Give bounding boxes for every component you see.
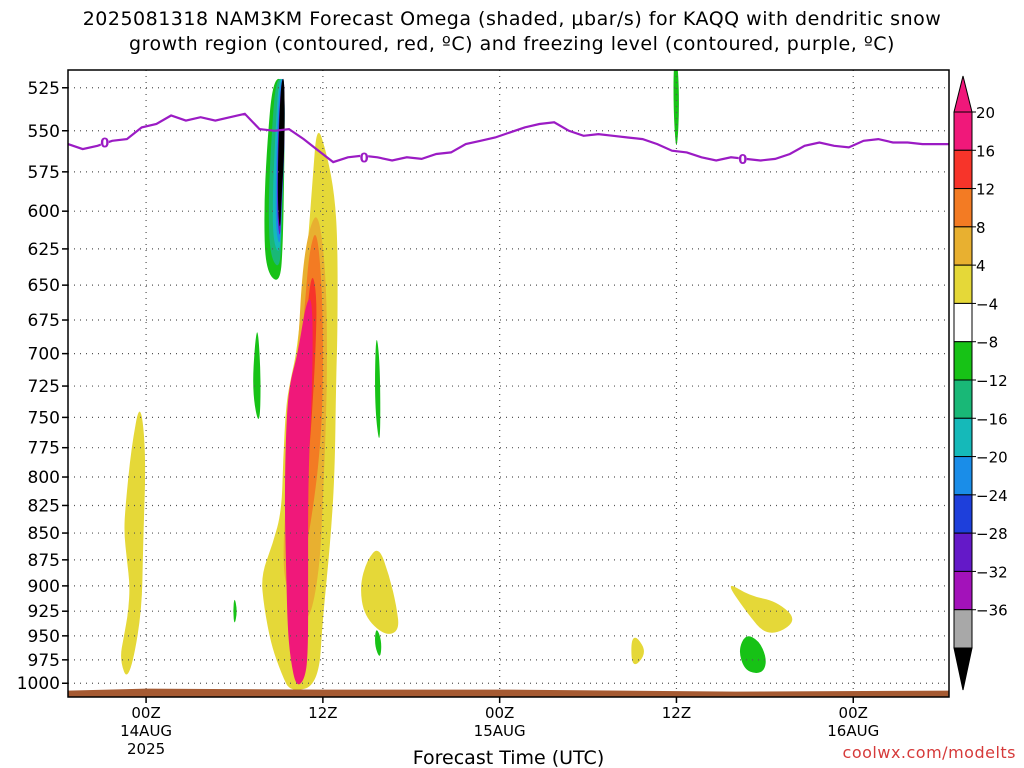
colorbar-label-12: −32 [976, 563, 1008, 581]
colorbar-swatch-6 [953, 341, 973, 381]
freezing-level-label-0: 0 [100, 136, 109, 151]
colorbar-swatch-8 [953, 417, 973, 458]
ground-strip [68, 688, 949, 697]
freezing-level-label-bg-0 [100, 135, 109, 149]
omega-region-19 [673, 70, 679, 146]
plot-frame [67, 69, 950, 698]
x-tick-label-0-2: 14AUG [120, 722, 172, 740]
x-axis-label: Forecast Time (UTC) [413, 747, 604, 768]
colorbar-swatch-5 [953, 302, 973, 343]
y-tick-label-725: 725 [28, 377, 60, 397]
chart-title-line-1: 2025081318 NAM3KM Forecast Omega (shaded… [82, 8, 942, 30]
freezing-level-label-1: 0 [360, 151, 369, 166]
colorbar-label-13: −36 [976, 602, 1008, 620]
x-tick-label-36-1: 12Z [662, 704, 691, 722]
colorbar-label-5: −4 [976, 295, 998, 313]
y-tick-label-925: 925 [28, 602, 60, 622]
freezing-level-label-2: 0 [738, 153, 747, 168]
colorbar-swatch-13 [953, 609, 973, 649]
omega-region-8 [284, 299, 313, 685]
freezing-level-line [68, 112, 949, 164]
omega-region-14 [277, 78, 285, 227]
y-tick-label-1000: 1000 [17, 674, 60, 694]
y-tick-label-550: 550 [28, 122, 60, 142]
omega-region-16 [233, 599, 237, 623]
y-tick-label-825: 825 [28, 496, 60, 516]
y-tick-label-600: 600 [28, 202, 60, 222]
x-tick-label-24-2: 15AUG [474, 722, 526, 740]
colorbar-label-1: 16 [976, 142, 995, 160]
omega-region-18 [375, 340, 381, 439]
grid-lines [68, 70, 949, 697]
colorbar-label-7: −12 [976, 372, 1008, 390]
y-tick-label-625: 625 [28, 240, 60, 260]
omega-region-17 [375, 630, 382, 656]
colorbar-swatch-4 [953, 264, 973, 304]
colorbar-swatch-2 [953, 188, 973, 228]
y-tick-label-575: 575 [28, 163, 60, 183]
colorbar-swatch-7 [953, 379, 973, 419]
y-tick-label-525: 525 [28, 79, 60, 99]
x-tick-label-48-2: 16AUG [827, 722, 879, 740]
y-tick-label-850: 850 [28, 524, 60, 544]
colorbar-swatch-9 [953, 456, 973, 496]
omega-region-2 [730, 585, 793, 633]
source-credit: coolwx.com/modelts [842, 743, 1016, 762]
x-tick-label-48-1: 00Z [839, 704, 868, 722]
colorbar-label-9: −20 [976, 449, 1008, 467]
x-tick-label-0-3: 2025 [127, 740, 165, 758]
y-axis: 525 550 575 600 625 650 675 700 725 750 775 800 825 8… [17, 79, 68, 694]
x-tick-label-24-1: 00Z [485, 704, 514, 722]
colorbar-label-3: 8 [976, 219, 986, 237]
colorbar-label-0: 20 [976, 104, 995, 122]
y-tick-label-675: 675 [28, 311, 60, 331]
colorbar-bottom-arrow [953, 647, 973, 691]
colorbar-top-arrow [953, 75, 973, 113]
y-tick-label-650: 650 [28, 276, 60, 296]
omega-region-0 [121, 411, 146, 675]
colorbar: 20 16 12 8 4 −4 −8 −12 −16 −20 −24 −28 −32 −36 [953, 75, 1008, 691]
omega-shading-layer [121, 70, 793, 690]
colorbar-swatch-12 [953, 570, 973, 611]
colorbar-swatch-3 [953, 226, 973, 266]
colorbar-label-6: −8 [976, 334, 998, 352]
y-tick-label-900: 900 [28, 577, 60, 597]
y-tick-label-700: 700 [28, 345, 60, 365]
colorbar-label-11: −28 [976, 525, 1008, 543]
colorbar-label-4: 4 [976, 257, 986, 275]
y-tick-label-950: 950 [28, 627, 60, 647]
y-tick-label-975: 975 [28, 651, 60, 671]
y-tick-label-800: 800 [28, 468, 60, 488]
ground-layer [68, 688, 949, 697]
y-tick-label-750: 750 [28, 408, 60, 428]
y-tick-label-875: 875 [28, 551, 60, 571]
colorbar-swatch-1 [953, 149, 973, 190]
colorbar-label-10: −24 [976, 487, 1008, 505]
colorbar-label-2: 12 [976, 181, 995, 199]
colorbar-label-8: −16 [976, 410, 1008, 428]
colorbar-swatch-10 [953, 494, 973, 534]
freezing-level-label-bg-2 [738, 151, 747, 165]
freezing-level-layer: 0 0 0 [68, 112, 949, 168]
colorbar-swatch-11 [953, 532, 973, 572]
chart-title-line-2: growth region (contoured, red, ºC) and f… [129, 33, 895, 55]
colorbar-swatch-0 [953, 111, 973, 151]
x-tick-label-12-1: 12Z [308, 704, 337, 722]
freezing-level-label-bg-1 [360, 150, 369, 164]
omega-region-15 [253, 332, 261, 419]
omega-region-20 [739, 636, 766, 673]
omega-region-3 [631, 637, 644, 665]
omega-region-1 [361, 550, 399, 634]
y-tick-label-775: 775 [28, 439, 60, 459]
x-tick-label-0-1: 00Z [131, 704, 160, 722]
